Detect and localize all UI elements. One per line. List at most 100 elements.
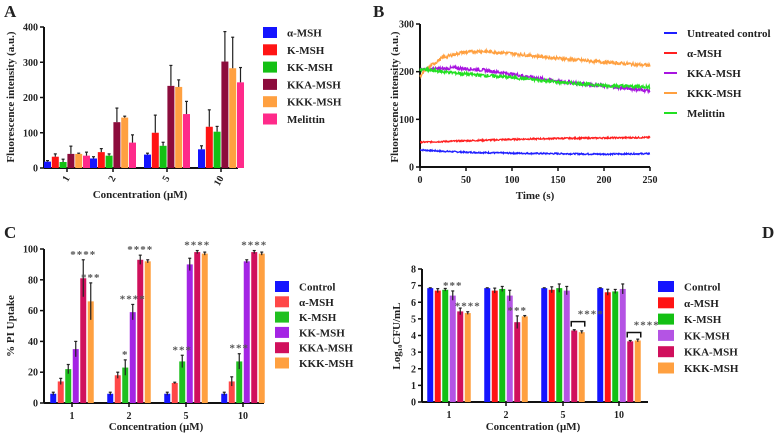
bar <box>171 382 178 403</box>
bar <box>83 155 90 168</box>
bar <box>72 349 79 403</box>
bar <box>114 375 121 403</box>
legend-swatch <box>658 329 674 341</box>
bar <box>556 288 563 402</box>
legend-swatch <box>275 311 289 323</box>
y-tick-label: 300 <box>399 20 414 31</box>
bar <box>449 295 456 402</box>
bar <box>243 261 250 403</box>
legend-swatch <box>275 357 289 369</box>
bar <box>137 259 144 403</box>
y-tick-label: 0 <box>33 164 38 175</box>
bar <box>597 288 604 402</box>
legend-swatch <box>275 342 289 354</box>
y-tick-label: 80 <box>28 275 38 286</box>
legend-label: Control <box>299 282 335 294</box>
bar <box>205 126 213 168</box>
significance-label: *** <box>443 280 463 292</box>
y-tick-label: 8 <box>411 265 416 276</box>
bar <box>159 145 167 168</box>
y-tick-label: 7 <box>411 281 416 292</box>
x-tick-label: 5 <box>161 174 173 184</box>
bar <box>236 361 243 403</box>
bar <box>151 132 159 168</box>
legend-swatch <box>263 61 277 73</box>
significance-label: **** <box>184 240 210 252</box>
significance-label: **** <box>578 309 604 321</box>
bar <box>67 153 75 168</box>
x-tick-label: 10 <box>614 410 624 421</box>
bar <box>578 332 585 402</box>
bar <box>228 381 235 403</box>
legend-label: α-MSH <box>299 297 334 309</box>
legend-label: α-MSH <box>287 28 322 40</box>
y-tick-label: 0 <box>409 163 414 174</box>
x-tick-label: 150 <box>551 175 566 186</box>
panel-letter: D <box>762 223 774 242</box>
y-tick-label: 0 <box>33 399 38 410</box>
y-tick-label: 40 <box>28 337 38 348</box>
legend-label: Control <box>684 282 720 294</box>
legend-label: Melittin <box>287 114 325 126</box>
bar <box>122 367 129 403</box>
bar <box>213 131 221 168</box>
bar <box>65 369 72 403</box>
y-axis-label: Log₁₀CFU/mL <box>391 302 403 369</box>
x-axis-label: Concentration (μM) <box>109 421 204 433</box>
panel-b: B 0 100 200 300 Time (s) Fluorescence intensit… <box>373 2 771 202</box>
legend-label: KKA-MSH <box>287 79 341 91</box>
bar <box>144 261 151 403</box>
y-tick-label: 400 <box>23 23 38 34</box>
panel-letter: C <box>4 223 16 242</box>
significance-label: **** <box>120 293 146 305</box>
bar <box>434 290 441 402</box>
y-tick-label: 20 <box>28 368 38 379</box>
legend-swatch <box>658 346 674 358</box>
x-tick-label: 5 <box>184 411 189 422</box>
y-tick-label: 100 <box>23 245 38 256</box>
bar <box>194 252 201 403</box>
x-tick-label: 5 <box>561 410 566 421</box>
y-tick-label: 60 <box>28 306 38 317</box>
bar <box>541 288 548 402</box>
x-tick-label: 0 <box>418 175 423 186</box>
bar <box>44 161 51 168</box>
legend-swatch <box>263 78 277 90</box>
legend-label: K-MSH <box>684 314 722 326</box>
significance-label: **** <box>634 319 660 331</box>
bar <box>548 289 555 402</box>
bar <box>179 361 186 403</box>
x-tick-label: 10 <box>212 174 227 188</box>
legend-swatch <box>263 113 277 125</box>
bar <box>514 322 521 402</box>
bar <box>183 114 190 168</box>
y-tick-label: 3 <box>411 348 416 359</box>
bar <box>484 288 491 402</box>
bar <box>167 85 175 168</box>
x-tick-label: 100 <box>505 175 520 186</box>
bar <box>201 253 208 403</box>
bar <box>105 155 113 168</box>
y-tick-label: 0 <box>411 398 416 409</box>
series-line <box>419 47 651 80</box>
bar <box>619 288 626 402</box>
bar <box>442 289 449 402</box>
bar <box>97 152 105 168</box>
bar <box>51 156 59 168</box>
bar <box>186 264 193 403</box>
bar <box>144 154 151 168</box>
legend-label: Untreated control <box>687 28 771 40</box>
bar <box>164 393 171 403</box>
y-tick-label: 200 <box>399 67 414 78</box>
bar <box>87 301 94 403</box>
legend-swatch <box>263 96 277 108</box>
y-axis-label: Fluorescence intensity (a.u.) <box>389 31 401 163</box>
bar <box>221 61 229 168</box>
legend-label: KK-MSH <box>299 327 345 339</box>
bar <box>258 253 265 403</box>
significance-label: *** <box>81 272 101 284</box>
legend-label: α-MSH <box>684 298 719 310</box>
panel-c: C 0 20 40 60 80 100 Concentration (μM) % PI Upta… <box>4 223 354 433</box>
legend-label: Melittin <box>687 108 725 120</box>
y-tick-label: 6 <box>411 298 416 309</box>
